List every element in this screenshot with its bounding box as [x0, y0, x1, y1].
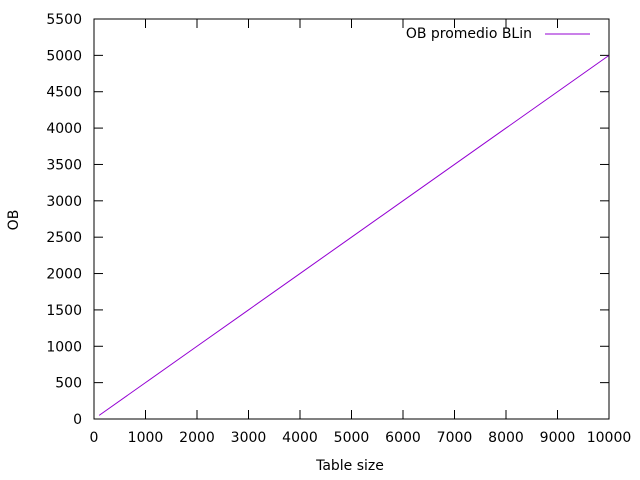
series-layer — [98, 54, 610, 416]
plot-frame — [93, 18, 610, 420]
x-axis-label: Table size — [315, 458, 384, 474]
x-tick-label: 2000 — [179, 430, 215, 446]
axis-ticks: 0 1000 2000 3000 4000 5000 6000 7000 8000 9000 100… — [46, 12, 631, 446]
x-tick-label: 8000 — [488, 430, 524, 446]
y-axis-label: OB — [6, 210, 22, 231]
legend-label-ob-promedio-blin: OB promedio BLin — [406, 26, 532, 42]
y-tick-label: 500 — [55, 376, 82, 392]
y-tick-label: 3000 — [46, 194, 82, 210]
y-tick-label: 2000 — [46, 267, 82, 283]
series-line-ob-promedio-blin — [98, 54, 610, 416]
y-tick-label: 2500 — [46, 230, 82, 246]
x-tick-label: 1000 — [128, 430, 164, 446]
y-tick-label: 1000 — [46, 339, 82, 355]
y-tick-label: 0 — [73, 412, 82, 428]
x-tick-label: 4000 — [282, 430, 318, 446]
y-tick-label: 1500 — [46, 303, 82, 319]
y-tick-label: 5500 — [46, 12, 82, 28]
y-tick-label: 4000 — [46, 121, 82, 137]
x-tick-label: 5000 — [334, 430, 370, 446]
x-tick-label: 6000 — [385, 430, 421, 446]
y-tick-label: 3500 — [46, 157, 82, 173]
y-tick-label: 5000 — [46, 48, 82, 64]
x-tick-label: 10000 — [587, 430, 632, 446]
x-tick-label: 0 — [90, 430, 99, 446]
legend: OB promedio BLin — [406, 26, 590, 42]
x-tick-label: 7000 — [437, 430, 473, 446]
x-tick-label: 3000 — [231, 430, 267, 446]
y-tick-label: 4500 — [46, 85, 82, 101]
x-tick-label: 9000 — [540, 430, 576, 446]
